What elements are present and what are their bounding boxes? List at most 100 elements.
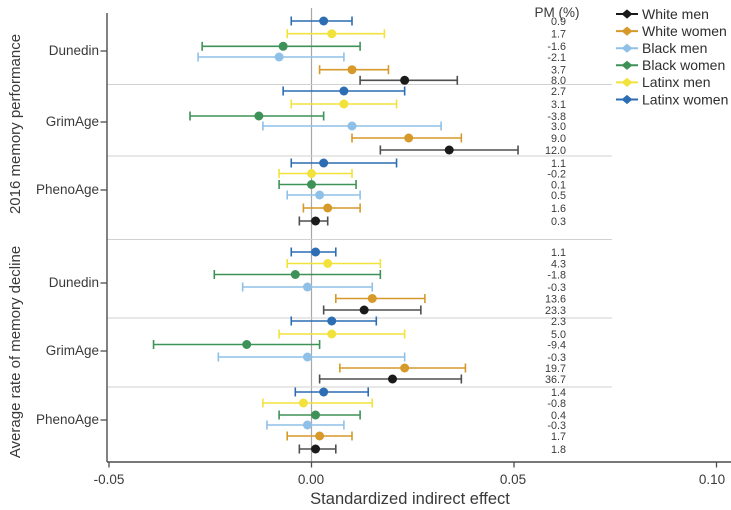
pm-value: 9.0 [551,133,566,145]
data-point [274,52,284,62]
data-point [347,65,357,75]
pm-value: 1.7 [551,29,566,41]
legend-label: White women [642,23,727,39]
pm-value: 1.8 [551,444,566,456]
legend-item: Latinx women [616,91,728,107]
pm-value: 3.7 [551,65,566,77]
pm-value: 3.0 [551,121,566,133]
data-point [359,305,369,315]
group-label-phenoage-top: PhenoAge [36,182,99,197]
legend-marker-icon [621,94,633,105]
pm-value: -1.8 [547,269,566,281]
data-point [311,216,321,226]
x-tick-label-3: 0.05 [500,472,526,487]
data-point [278,41,288,51]
data-point [444,145,454,155]
pm-value: 3.1 [551,99,566,111]
x-axis-title: Standardized indirect effect [310,490,510,508]
group-label-grimage-bottom: GrimAge [46,343,99,358]
static-labels: PM (%) 2016 memory performance Average r… [7,5,725,508]
data-point [254,111,264,121]
pm-value: -0.3 [547,352,566,364]
data-point [323,259,333,268]
data-point [323,203,333,213]
pm-value: 1.7 [551,431,566,443]
legend-item: Latinx men [616,74,710,90]
pm-value: 0.3 [551,216,566,228]
data-point [339,99,349,109]
group-label-grimage-top: GrimAge [46,114,99,129]
pm-value: 8.0 [551,75,566,87]
pm-value: 0.1 [551,179,566,191]
pm-value: -1.6 [547,41,566,53]
data-point [319,387,329,397]
x-tick-label-2: 0.00 [298,472,324,487]
data-point [307,180,316,189]
pm-column-header: PM (%) [535,5,580,20]
legend-label: Latinx women [642,91,728,107]
data-point [311,247,321,257]
data-point [327,29,337,39]
legend-marker-icon [621,26,633,36]
data-point [302,282,312,292]
legend-marker-icon [621,77,633,87]
legend-label: Latinx men [642,74,710,90]
pm-value: -9.4 [547,339,566,351]
legend-marker-icon [621,9,633,19]
legend-item: Black women [616,57,725,73]
pm-value: -0.3 [547,420,566,432]
data-point [302,420,312,430]
pm-value: 1.4 [551,387,566,399]
pm-value: -0.8 [547,398,566,410]
pm-value: -2.1 [547,52,566,64]
data-point [311,444,321,454]
group-label-dunedin-top: Dunedin [49,43,99,58]
pm-value: 5.0 [551,329,566,341]
pm-value: 36.7 [545,374,566,386]
pm-value: 19.7 [545,363,566,375]
pm-value: 12.0 [545,145,566,157]
panel-label-average-rate-of-memory-decline: Average rate of memory decline [7,246,24,458]
legend-item: White women [616,23,727,39]
legend-marker-icon [621,43,633,53]
data-point [339,86,349,96]
data-point [290,270,300,279]
data-point [367,294,377,303]
legend-label: Black women [642,57,725,73]
data-point [298,398,308,408]
x-tick-label-4: 0.10 [699,472,725,487]
data-point [302,352,312,362]
pm-value: 0.4 [551,410,566,422]
plot-render-root: 0.91.7-1.6-2.13.78.02.73.1-3.83.09.012.0… [100,6,731,468]
pm-value: 13.6 [545,293,566,305]
data-point [319,158,329,168]
pm-value: -0.2 [547,168,566,180]
data-point [347,121,357,131]
pm-value: 23.3 [545,305,566,317]
pm-value: -0.3 [547,282,566,294]
pm-value: 2.3 [551,316,566,328]
pm-value: 2.7 [551,86,566,98]
data-point [315,190,325,200]
pm-value: 1.6 [551,203,566,215]
pm-value: 1.1 [551,158,566,170]
data-point [242,340,252,349]
x-tick-label-1: -0.05 [94,472,125,487]
pm-value: 4.3 [551,258,566,270]
data-point [319,16,329,26]
legend-item: Black men [616,40,707,56]
pm-value: 0.5 [551,190,566,202]
group-label-dunedin-bottom: Dunedin [49,275,99,290]
data-point [388,374,397,384]
data-point [400,363,410,373]
data-point [404,133,414,143]
data-point [307,169,316,178]
panel-label-2016-memory-performance: 2016 memory performance [7,34,24,214]
legend-label: White men [642,6,709,22]
pm-value: 1.1 [551,247,566,259]
legend-marker-icon [621,60,633,70]
pm-value: -3.8 [547,111,566,123]
legend-item: White men [616,6,709,22]
group-label-phenoage-bottom: PhenoAge [36,412,99,427]
